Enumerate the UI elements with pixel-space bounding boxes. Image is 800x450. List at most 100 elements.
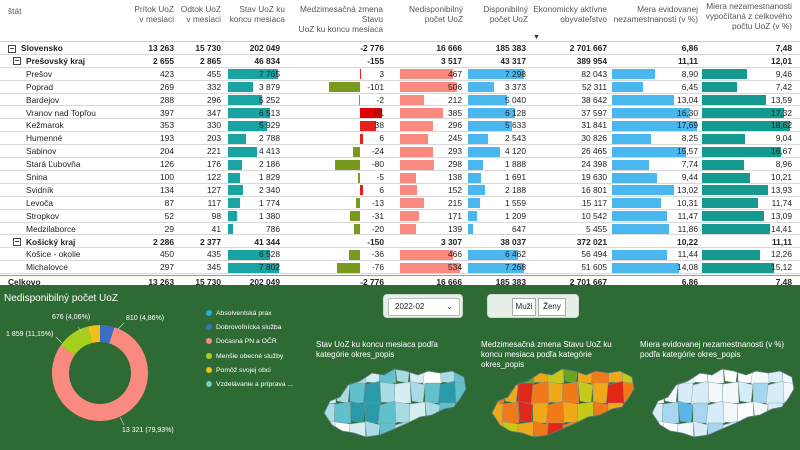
table-row[interactable]: − Prešovský kraj 2 655 2 865 389 954 46 834 3 …: [0, 55, 800, 68]
district-region[interactable]: [577, 421, 594, 443]
header-stav[interactable]: Stav UoZ ku koncu mesiaca: [229, 4, 285, 24]
district-region[interactable]: [560, 420, 581, 443]
district-region[interactable]: [576, 401, 595, 425]
map-stav-okresy[interactable]: [320, 363, 470, 443]
district-region[interactable]: [488, 363, 504, 384]
district-region[interactable]: [577, 380, 594, 404]
district-region[interactable]: [320, 420, 338, 443]
district-region[interactable]: [562, 401, 579, 424]
header-nedisp[interactable]: Nedisponibilný počet UoZ: [409, 4, 463, 24]
donut-chart[interactable]: [0, 285, 320, 450]
district-region[interactable]: [517, 400, 534, 424]
district-region[interactable]: [662, 380, 679, 404]
district-region[interactable]: [334, 363, 351, 384]
district-region[interactable]: [488, 420, 506, 443]
district-region[interactable]: [661, 401, 680, 425]
district-region[interactable]: [751, 421, 770, 443]
district-region[interactable]: [409, 421, 426, 443]
table-row[interactable]: Prešov 423 455 82 043 7 765 467 7 298 8,90 9,46 3: [0, 68, 800, 81]
donut-slice-3[interactable]: [60, 326, 93, 356]
table-row[interactable]: Kežmarok 353 330 31 841 5 929 296 5 633 17,69 18…: [0, 119, 800, 133]
header-disp[interactable]: Disponibilný počet UoZ: [483, 4, 528, 24]
collapse-icon[interactable]: −: [13, 56, 21, 66]
district-region[interactable]: [530, 380, 551, 406]
district-region[interactable]: [607, 402, 624, 424]
table-row[interactable]: Sabinov 204 221 26 465 4 413 293 4 120 15,57 16,…: [0, 145, 800, 159]
date-filter[interactable]: 2022-02 ⌄: [383, 294, 463, 318]
header-pritok[interactable]: Prítok UoZ v mesiaci: [134, 4, 174, 24]
district-region[interactable]: [561, 381, 580, 405]
district-region[interactable]: [690, 380, 711, 406]
chevron-down-icon[interactable]: ⌄: [446, 302, 453, 311]
district-region[interactable]: [394, 363, 411, 384]
district-region[interactable]: [590, 363, 611, 386]
district-region[interactable]: [502, 363, 519, 384]
date-dropdown[interactable]: 2022-02 ⌄: [388, 298, 460, 316]
table-row[interactable]: − Košický kraj 2 286 2 377 372 021 41 344 3 30…: [0, 236, 800, 249]
district-region[interactable]: [592, 382, 609, 404]
district-region[interactable]: [591, 421, 610, 443]
district-region[interactable]: [707, 381, 724, 404]
district-region[interactable]: [379, 422, 396, 443]
table-row[interactable]: Levoča 87 117 15 117 1 774 215 1 559 10,31 11,74…: [0, 197, 800, 210]
district-region[interactable]: [752, 382, 769, 404]
table-row[interactable]: Bardejov 288 296 38 642 5 252 212 5 040 13,04 13…: [0, 94, 800, 107]
table-row[interactable]: Košice - okolie 450 435 56 494 6 528 466 6 462…: [0, 248, 800, 262]
table-row[interactable]: Stará Ľubovňa 126 176 24 398 2 186 298 1 888 7,…: [0, 158, 800, 171]
district-region[interactable]: [454, 422, 470, 443]
district-region[interactable]: [439, 420, 456, 443]
table-row[interactable]: Michalovce 297 345 51 605 7 802 534 7 268 14,08…: [0, 261, 800, 275]
header-miera[interactable]: Miera nezamestnanosti vypočítaná z celko…: [705, 1, 792, 31]
collapse-icon[interactable]: −: [8, 43, 16, 53]
table-row[interactable]: Medzilaborce 29 41 5 455 786 139 647 11,86 14,41…: [0, 223, 800, 236]
district-region[interactable]: [379, 381, 396, 404]
district-region[interactable]: [394, 401, 411, 424]
table-row[interactable]: Poprad 269 332 52 311 3 879 506 3 373 6,45 7,42 -…: [0, 81, 800, 94]
district-region[interactable]: [546, 363, 565, 385]
district-region[interactable]: [439, 402, 456, 424]
district-region[interactable]: [424, 382, 441, 404]
district-region[interactable]: [648, 381, 665, 405]
sort-descending-icon[interactable]: ▼: [533, 34, 540, 41]
district-region[interactable]: [767, 420, 784, 443]
header-stat[interactable]: štát: [8, 6, 22, 16]
gender-button-muzi[interactable]: Muži: [512, 298, 536, 316]
district-region[interactable]: [502, 421, 519, 443]
district-region[interactable]: [377, 400, 398, 426]
district-region[interactable]: [767, 402, 784, 424]
district-region[interactable]: [692, 420, 709, 443]
collapse-icon[interactable]: −: [13, 237, 21, 246]
district-region[interactable]: [750, 363, 771, 386]
district-region[interactable]: [334, 380, 351, 404]
district-region[interactable]: [349, 382, 366, 404]
district-region[interactable]: [516, 421, 535, 443]
legend-item[interactable]: Pomôž svojej obci: [206, 366, 271, 374]
district-region[interactable]: [736, 401, 755, 425]
district-region[interactable]: [532, 402, 549, 424]
district-region[interactable]: [676, 421, 695, 443]
district-region[interactable]: [393, 381, 412, 405]
district-region[interactable]: [648, 420, 666, 443]
district-region[interactable]: [607, 420, 624, 443]
district-region[interactable]: [765, 380, 786, 406]
district-region[interactable]: [662, 363, 679, 384]
district-region[interactable]: [562, 363, 579, 384]
donut-slice-2[interactable]: [52, 327, 149, 421]
district-region[interactable]: [422, 363, 443, 386]
donut-slice-1[interactable]: [100, 325, 115, 344]
map-zmena-okresy[interactable]: [488, 363, 638, 443]
district-region[interactable]: [622, 422, 638, 443]
district-region[interactable]: [705, 400, 726, 426]
district-region[interactable]: [333, 401, 352, 425]
district-region[interactable]: [364, 420, 381, 443]
district-region[interactable]: [320, 381, 337, 405]
district-region[interactable]: [532, 420, 549, 443]
table-row[interactable]: Snina 100 122 19 630 1 829 138 1 691 9,44 10,21 -…: [0, 171, 800, 184]
legend-item[interactable]: Vzdelávanie a príprava ...: [206, 381, 293, 388]
district-region[interactable]: [707, 422, 724, 443]
district-region[interactable]: [454, 381, 470, 404]
district-region[interactable]: [378, 363, 397, 385]
district-region[interactable]: [364, 402, 381, 424]
header-zmena[interactable]: Medzimesačná zmena Stavu UoZ ku koncu me…: [298, 4, 383, 34]
gender-button-zeny[interactable]: Ženy: [538, 298, 566, 316]
